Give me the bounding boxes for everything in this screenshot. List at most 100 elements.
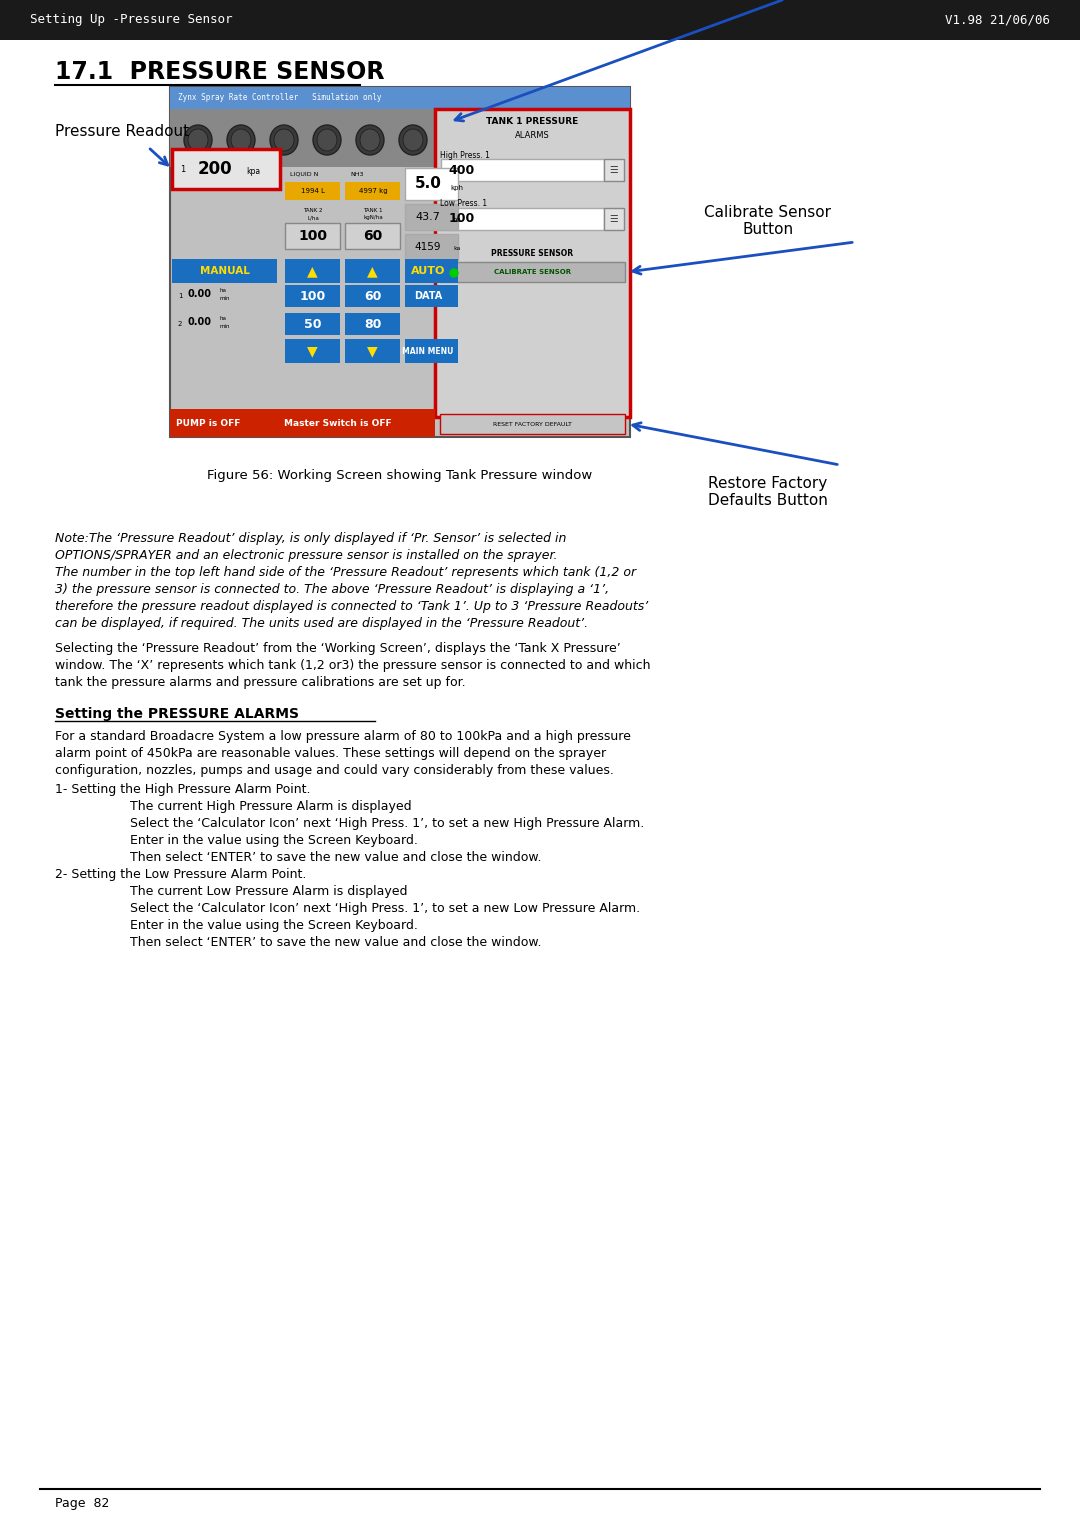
Text: Low Press. 1: Low Press. 1 <box>441 200 488 209</box>
FancyBboxPatch shape <box>285 166 340 180</box>
Text: 2: 2 <box>178 321 183 327</box>
Text: V1.98 21/06/06: V1.98 21/06/06 <box>945 14 1050 26</box>
FancyBboxPatch shape <box>405 286 458 307</box>
FancyBboxPatch shape <box>405 234 458 260</box>
Ellipse shape <box>274 128 294 151</box>
Ellipse shape <box>318 128 337 151</box>
Text: Figure 56: Working Screen showing Tank Pressure window: Figure 56: Working Screen showing Tank P… <box>207 469 593 483</box>
Text: PRESSURE SENSOR: PRESSURE SENSOR <box>491 249 573 258</box>
Text: ▼: ▼ <box>367 344 377 357</box>
Text: 100: 100 <box>300 290 326 302</box>
FancyBboxPatch shape <box>285 223 340 249</box>
Text: 200: 200 <box>198 160 232 179</box>
Text: 0.00: 0.00 <box>188 318 212 327</box>
FancyBboxPatch shape <box>345 260 400 282</box>
FancyBboxPatch shape <box>345 182 400 200</box>
Text: 4997 kg: 4997 kg <box>359 188 388 194</box>
Text: Calibrate Sensor
Button: Calibrate Sensor Button <box>704 205 832 237</box>
FancyBboxPatch shape <box>285 182 340 200</box>
Text: ka: ka <box>453 246 460 252</box>
Text: Setting the PRESSURE ALARMS: Setting the PRESSURE ALARMS <box>55 707 299 721</box>
Text: 100: 100 <box>448 212 475 226</box>
FancyBboxPatch shape <box>170 108 434 166</box>
FancyBboxPatch shape <box>172 286 280 307</box>
Text: Zynx Spray Rate Controller   Simulation only: Zynx Spray Rate Controller Simulation on… <box>178 93 381 102</box>
Text: 43.7: 43.7 <box>416 212 441 221</box>
Text: window. The ‘X’ represents which tank (1,2 or3) the pressure sensor is connected: window. The ‘X’ represents which tank (1… <box>55 660 650 672</box>
Text: MAIN MENU: MAIN MENU <box>403 347 454 356</box>
FancyBboxPatch shape <box>441 208 604 231</box>
Text: can be displayed, if required. The units used are displayed in the ‘Pressure Rea: can be displayed, if required. The units… <box>55 617 589 631</box>
Text: ALARMS: ALARMS <box>515 131 550 140</box>
Text: 60: 60 <box>363 229 382 243</box>
FancyBboxPatch shape <box>604 159 624 182</box>
Text: DATA: DATA <box>414 292 442 301</box>
Text: Restore Factory
Defaults Button: Restore Factory Defaults Button <box>708 476 828 508</box>
Ellipse shape <box>399 125 427 156</box>
Text: 1- Setting the High Pressure Alarm Point.: 1- Setting the High Pressure Alarm Point… <box>55 783 311 796</box>
Text: Selecting the ‘Pressure Readout’ from the ‘Working Screen’, displays the ‘Tank X: Selecting the ‘Pressure Readout’ from th… <box>55 641 621 655</box>
Text: TANK 1 PRESSURE: TANK 1 PRESSURE <box>486 116 579 125</box>
Text: therefore the pressure readout displayed is connected to ‘Tank 1’. Up to 3 ‘Pres: therefore the pressure readout displayed… <box>55 600 648 612</box>
Text: 1: 1 <box>180 165 186 174</box>
Text: min: min <box>220 296 230 301</box>
Text: RESET FACTORY DEFAULT: RESET FACTORY DEFAULT <box>492 421 571 426</box>
Text: 50: 50 <box>305 318 322 330</box>
Ellipse shape <box>360 128 380 151</box>
FancyBboxPatch shape <box>285 286 340 307</box>
Text: Note:The ‘Pressure Readout’ display, is only displayed if ‘Pr. Sensor’ is select: Note:The ‘Pressure Readout’ display, is … <box>55 531 566 545</box>
Ellipse shape <box>231 128 251 151</box>
Ellipse shape <box>403 128 423 151</box>
FancyBboxPatch shape <box>285 202 340 218</box>
Text: Select the ‘Calculator Icon’ next ‘High Press. 1’, to set a new Low Pressure Ala: Select the ‘Calculator Icon’ next ‘High … <box>130 902 640 915</box>
Text: configuration, nozzles, pumps and usage and could vary considerably from these v: configuration, nozzles, pumps and usage … <box>55 764 613 777</box>
Text: ha: ha <box>220 289 227 293</box>
Text: Then select ‘ENTER’ to save the new value and close the window.: Then select ‘ENTER’ to save the new valu… <box>130 936 541 948</box>
Text: Select the ‘Calculator Icon’ next ‘High Press. 1’, to set a new High Pressure Al: Select the ‘Calculator Icon’ next ‘High … <box>130 817 645 831</box>
Text: TANK 2: TANK 2 <box>303 208 323 212</box>
Text: 100: 100 <box>298 229 327 243</box>
FancyBboxPatch shape <box>172 150 280 189</box>
Text: Page  82: Page 82 <box>55 1496 109 1510</box>
Text: Then select ‘ENTER’ to save the new value and close the window.: Then select ‘ENTER’ to save the new valu… <box>130 851 541 864</box>
Text: kpa: kpa <box>246 168 260 177</box>
FancyBboxPatch shape <box>604 208 624 231</box>
Text: AUTO: AUTO <box>410 266 445 276</box>
Text: 0.00: 0.00 <box>188 289 212 299</box>
FancyBboxPatch shape <box>172 260 276 282</box>
Text: The current Low Pressure Alarm is displayed: The current Low Pressure Alarm is displa… <box>130 886 407 898</box>
Ellipse shape <box>356 125 384 156</box>
Text: Setting Up -Pressure Sensor: Setting Up -Pressure Sensor <box>30 14 232 26</box>
Text: ▲: ▲ <box>367 264 377 278</box>
Text: kph: kph <box>450 185 463 191</box>
Text: ☰: ☰ <box>609 165 619 176</box>
Text: 60: 60 <box>364 290 381 302</box>
Text: min: min <box>220 324 230 328</box>
FancyBboxPatch shape <box>440 263 625 282</box>
Text: 3) the pressure sensor is connected to. The above ‘Pressure Readout’ is displayi: 3) the pressure sensor is connected to. … <box>55 583 609 596</box>
Ellipse shape <box>313 125 341 156</box>
FancyBboxPatch shape <box>170 87 630 437</box>
FancyBboxPatch shape <box>345 202 400 218</box>
Text: kgN/ha: kgN/ha <box>363 215 383 220</box>
FancyBboxPatch shape <box>440 414 625 434</box>
Ellipse shape <box>270 125 298 156</box>
Text: Pressure Readout: Pressure Readout <box>55 125 189 139</box>
Text: 5.0: 5.0 <box>415 177 442 191</box>
FancyBboxPatch shape <box>345 166 400 180</box>
Text: 1: 1 <box>178 293 183 299</box>
Circle shape <box>450 269 458 276</box>
Text: ☰: ☰ <box>609 214 619 224</box>
Text: MANUAL: MANUAL <box>200 266 249 276</box>
Text: 80: 80 <box>364 318 381 330</box>
Text: NH3: NH3 <box>350 171 364 177</box>
Text: The number in the top left hand side of the ‘Pressure Readout’ represents which : The number in the top left hand side of … <box>55 567 636 579</box>
FancyBboxPatch shape <box>345 313 400 334</box>
FancyBboxPatch shape <box>170 409 434 437</box>
FancyBboxPatch shape <box>441 159 604 182</box>
FancyBboxPatch shape <box>172 313 280 334</box>
FancyBboxPatch shape <box>405 168 458 200</box>
Text: PUMP is OFF: PUMP is OFF <box>176 418 240 428</box>
Ellipse shape <box>188 128 208 151</box>
Text: Enter in the value using the Screen Keyboard.: Enter in the value using the Screen Keyb… <box>130 834 418 847</box>
